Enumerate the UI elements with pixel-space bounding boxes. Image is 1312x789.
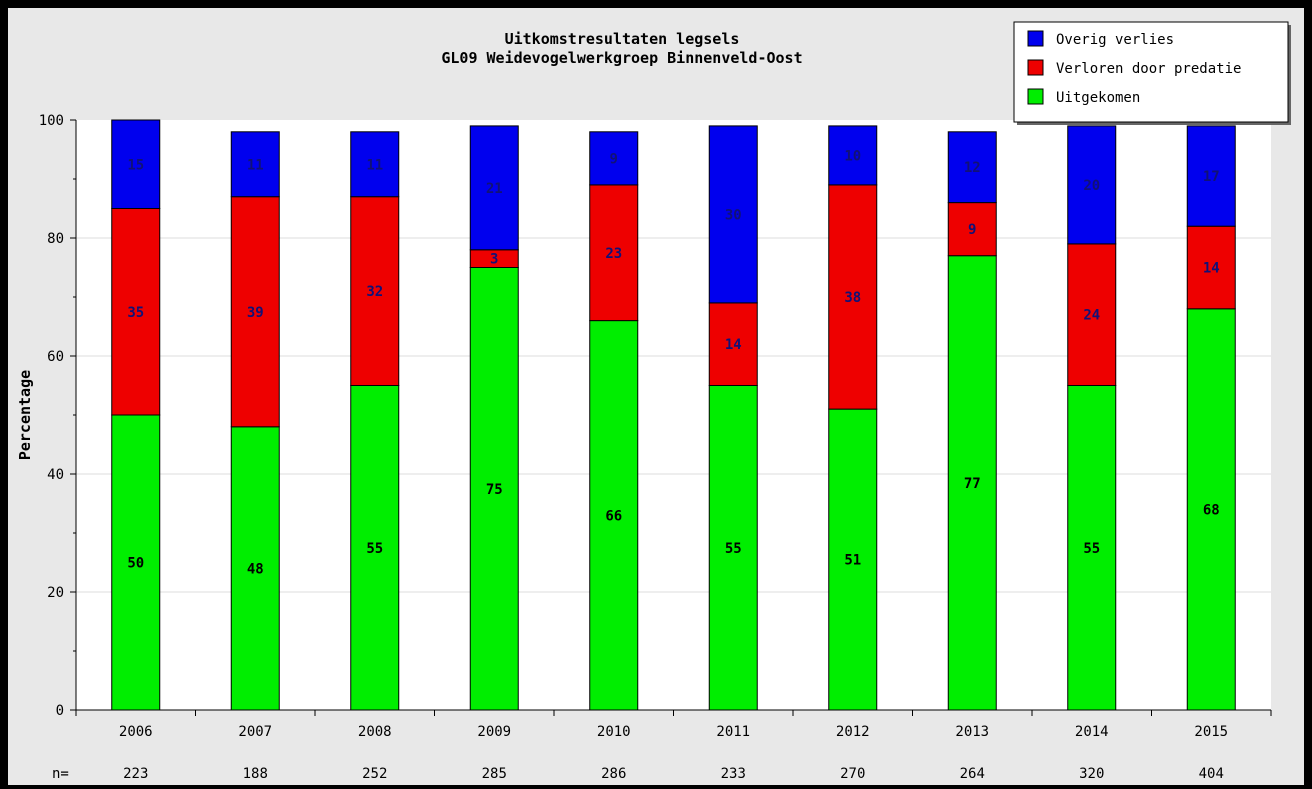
bar-value-label: 10: [844, 148, 861, 164]
legend-swatch: [1027, 59, 1044, 76]
bar-value-label: 50: [127, 556, 144, 572]
y-tick-label: 20: [47, 585, 64, 601]
x-tick-label: 2006: [119, 724, 153, 740]
x-tick-label: 2010: [597, 724, 631, 740]
bar-value-label: 21: [486, 181, 503, 197]
bar-segment: [1067, 243, 1117, 386]
bar-value-label: 14: [1203, 261, 1220, 277]
bar-segment: [947, 131, 997, 204]
legend-box: [1013, 21, 1289, 123]
bar-value-label: 11: [366, 157, 383, 173]
n-value-label: 223: [123, 766, 148, 782]
bar-segment: [708, 125, 758, 304]
bar-value-label: 15: [127, 157, 144, 173]
bar-value-label: 14: [725, 337, 742, 353]
bar-segment: [469, 267, 519, 711]
n-value-label: 233: [721, 766, 746, 782]
bar-value-label: 3: [490, 252, 498, 268]
x-tick-label: 2014: [1075, 724, 1109, 740]
bar-segment: [230, 196, 280, 428]
x-tick-label: 2015: [1194, 724, 1228, 740]
bar-value-label: 32: [366, 284, 383, 300]
bar-segment: [469, 125, 519, 251]
y-tick-label: 40: [47, 467, 64, 483]
x-tick-label: 2007: [238, 724, 272, 740]
bar-value-label: 39: [247, 305, 264, 321]
n-value-label: 320: [1079, 766, 1104, 782]
chart-subtitle: GL09 Weidevogelwerkgroep Binnenveld-Oost: [441, 49, 802, 67]
n-value-label: 286: [601, 766, 626, 782]
x-tick-label: 2012: [836, 724, 870, 740]
y-tick-label: 60: [47, 349, 64, 365]
bar-segment: [1067, 125, 1117, 245]
bar-value-label: 77: [964, 476, 981, 492]
bars-group: 50 35 15 48 39 11 55 32 11 75 3 21 66 23 9 55 14 30 51 38 10…: [111, 119, 1236, 711]
y-axis-label: Percentage: [16, 370, 34, 460]
axes-group: 0 20 40 60 80 100 2006 223 2007 188 2008 252 2009 285…: [39, 113, 1272, 782]
bar-value-label: 20: [1083, 178, 1100, 194]
bar-value-label: 68: [1203, 502, 1220, 518]
chart-frame: Uitkomstresultaten legsels GL09 Weidevog…: [8, 8, 1304, 785]
bar-segment: [350, 196, 400, 386]
x-tick-label: 2011: [716, 724, 750, 740]
bar-value-label: 48: [247, 561, 264, 577]
n-value-label: 270: [840, 766, 865, 782]
x-tick-label: 2008: [358, 724, 392, 740]
n-value-label: 285: [482, 766, 507, 782]
stacked-bar-chart: Uitkomstresultaten legsels GL09 Weidevog…: [16, 21, 1291, 782]
bar-value-label: 66: [605, 508, 622, 524]
y-tick-label: 0: [56, 703, 64, 719]
bar-segment: [589, 320, 639, 711]
legend-label: Uitgekomen: [1056, 90, 1140, 106]
bar-segment: [1186, 125, 1236, 227]
bar-value-label: 30: [725, 207, 742, 223]
bar-value-label: 12: [964, 160, 981, 176]
legend-swatch: [1027, 30, 1044, 47]
bar-value-label: 17: [1203, 169, 1220, 185]
bar-value-label: 11: [247, 157, 264, 173]
bar-value-label: 38: [844, 290, 861, 306]
bar-segment: [589, 184, 639, 322]
bar-value-label: 9: [610, 151, 618, 167]
n-value-label: 404: [1199, 766, 1224, 782]
n-value-label: 264: [960, 766, 985, 782]
bar-segment: [230, 131, 280, 198]
bar-value-label: 9: [968, 222, 976, 238]
x-tick-label: 2009: [477, 724, 511, 740]
legend-label: Verloren door predatie: [1056, 61, 1241, 77]
bar-segment: [947, 202, 997, 257]
x-tick-label: 2013: [955, 724, 989, 740]
n-value-label: 188: [243, 766, 268, 782]
n-label: n=: [52, 766, 69, 782]
legend: Overig verlies Verloren door predatie Uitg…: [1013, 21, 1291, 125]
bar-value-label: 55: [725, 541, 742, 557]
bar-value-label: 55: [1083, 541, 1100, 557]
chart-title: Uitkomstresultaten legsels: [505, 30, 740, 48]
bar-value-label: 51: [844, 553, 861, 569]
legend-swatch: [1027, 88, 1044, 105]
y-tick-label: 100: [39, 113, 64, 129]
bar-segment: [111, 208, 161, 416]
n-value-label: 252: [362, 766, 387, 782]
bar-value-label: 24: [1083, 308, 1100, 324]
bar-segment: [708, 385, 758, 711]
bar-value-label: 75: [486, 482, 503, 498]
bar-segment: [947, 255, 997, 711]
bar-segment: [828, 184, 878, 410]
bar-segment: [828, 125, 878, 186]
bar-segment: [1186, 225, 1236, 310]
bar-segment: [350, 131, 400, 198]
bar-segment: [111, 119, 161, 209]
y-tick-label: 80: [47, 231, 64, 247]
bar-segment: [1186, 308, 1236, 711]
bar-value-label: 23: [605, 246, 622, 262]
bar-segment: [589, 131, 639, 186]
legend-label: Overig verlies: [1056, 32, 1174, 48]
bar-value-label: 35: [127, 305, 144, 321]
bar-value-label: 55: [366, 541, 383, 557]
